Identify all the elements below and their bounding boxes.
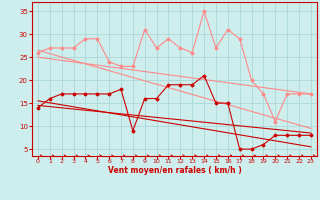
X-axis label: Vent moyen/en rafales ( km/h ): Vent moyen/en rafales ( km/h )	[108, 166, 241, 175]
